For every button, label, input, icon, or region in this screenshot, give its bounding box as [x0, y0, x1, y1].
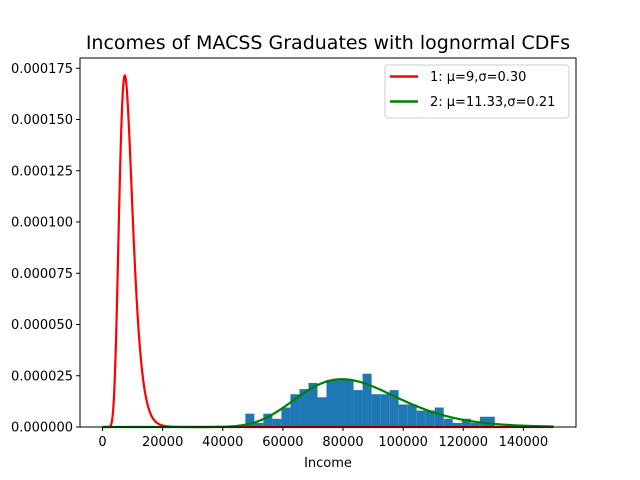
histogram-bar-23	[452, 422, 462, 427]
histogram-bar-2	[263, 413, 273, 427]
x-tick-label: 120000	[438, 435, 488, 450]
x-tick-label: 80000	[322, 435, 363, 450]
y-tick-label: 0.000100	[11, 216, 73, 231]
y-tick-label: 0.000150	[11, 113, 73, 128]
histogram-bar-12	[353, 390, 363, 427]
y-tick-label: 0.000175	[11, 62, 73, 77]
histogram-bar-24	[461, 418, 471, 427]
y-tick-label: 0.000025	[11, 369, 73, 384]
histogram-bar-7	[308, 382, 318, 427]
x-axis-ticks: 0 20000 40000 60000 80000 100000 120000 140000	[98, 427, 548, 450]
y-tick-label: 0.000075	[11, 267, 73, 282]
histogram-bar-0	[245, 413, 255, 427]
legend-label-series-2: 2: μ=11.33,σ=0.21	[430, 95, 555, 110]
histogram-bar-15	[380, 394, 390, 427]
histogram-bar-6	[299, 389, 309, 427]
histogram-bars	[245, 373, 495, 427]
histogram-bar-21	[434, 407, 444, 427]
histogram-bar-17	[398, 404, 408, 427]
x-tick-label: 140000	[499, 435, 549, 450]
histogram-bar-14	[371, 394, 381, 427]
y-tick-label: 0.000000	[11, 421, 73, 436]
histogram-bar-10	[335, 379, 345, 427]
x-tick-label: 20000	[142, 435, 183, 450]
histogram-bar-20	[425, 410, 435, 427]
legend-box	[384, 64, 570, 119]
x-tick-label: 100000	[378, 435, 428, 450]
legend: 1: μ=9,σ=0.30 2: μ=11.33,σ=0.21	[384, 64, 570, 119]
legend-label-series-1: 1: μ=9,σ=0.30	[430, 70, 526, 85]
x-tick-label: 40000	[202, 435, 243, 450]
y-tick-label: 0.000125	[11, 164, 73, 179]
histogram-bar-22	[443, 418, 453, 427]
y-axis-ticks: 0.000000 0.000025 0.000050 0.000075 0.000100…	[11, 62, 80, 436]
histogram-bar-11	[344, 379, 354, 427]
y-tick-label: 0.000050	[11, 318, 73, 333]
chart-title: Incomes of MACSS Graduates with lognorma…	[86, 32, 570, 54]
histogram-bar-25	[470, 422, 480, 427]
x-axis-label: Income	[304, 456, 352, 471]
histogram-bar-3	[272, 418, 282, 427]
histogram-bar-1	[254, 422, 264, 427]
histogram-bar-4	[281, 407, 291, 427]
histogram-bar-9	[326, 379, 336, 427]
histogram-bar-5	[290, 394, 300, 427]
histogram-bar-18	[407, 404, 417, 427]
histogram-bar-26	[479, 416, 495, 427]
histogram-bar-8	[317, 397, 327, 427]
histogram-bar-19	[416, 410, 426, 427]
plot-frame	[79, 57, 577, 428]
histogram-bar-16	[389, 390, 399, 427]
x-tick-label: 0	[98, 435, 106, 450]
x-tick-label: 60000	[262, 435, 303, 450]
histogram-bar-13	[362, 373, 372, 427]
